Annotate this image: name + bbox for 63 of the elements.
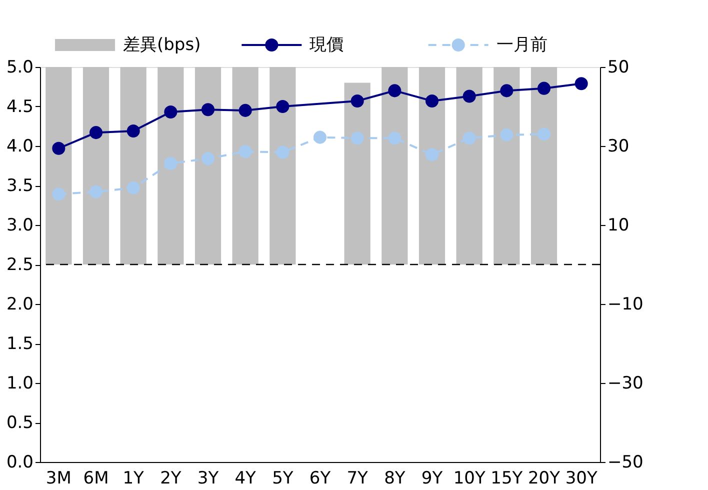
point (425, 94, 439, 108)
point (500, 128, 514, 142)
y2-tick-label: −10 (608, 294, 644, 314)
x-tick-label: 2Y (160, 468, 182, 488)
point (126, 181, 140, 194)
x-tick-label: 6Y (309, 468, 332, 488)
y-tick-label: 0.5 (6, 413, 34, 433)
y2-tick-label: 10 (608, 216, 630, 236)
y-tick-label: 1.5 (6, 334, 34, 354)
point (238, 145, 252, 158)
point (537, 128, 551, 141)
y-tick-label: 5.0 (6, 58, 34, 78)
x-tick-label: 30Y (565, 468, 598, 488)
point (350, 132, 364, 145)
point (313, 130, 327, 144)
y-tick-label: 4.5 (6, 97, 34, 117)
y2-tick-label: −50 (608, 452, 644, 472)
x-tick-label: 1Y (122, 468, 145, 488)
point (164, 156, 178, 170)
point (52, 142, 66, 155)
x-tick-label: 10Y (453, 468, 486, 488)
x-tick-label: 5Y (272, 468, 294, 488)
point (388, 84, 402, 98)
point (425, 148, 439, 162)
x-tick-label: 3M (46, 468, 72, 488)
x-tick-label: 8Y (384, 468, 406, 488)
x-tick-label: 7Y (346, 468, 369, 488)
y2-tick-label: 50 (608, 58, 630, 78)
point (462, 132, 476, 145)
legend-label: 現價 (310, 35, 344, 55)
point (500, 84, 514, 98)
point (276, 146, 290, 159)
y-tick-label: 2.0 (6, 294, 34, 314)
point (276, 100, 290, 114)
legend-label: 差異(bps) (123, 35, 201, 55)
x-tick-label: 9Y (421, 468, 444, 488)
point (126, 124, 140, 138)
y-tick-label: 0.0 (6, 452, 34, 472)
y-tick-label: 2.5 (6, 255, 34, 275)
point (238, 104, 252, 117)
point (388, 132, 402, 145)
y-tick-label: 3.0 (6, 216, 34, 236)
x-tick-label: 15Y (490, 468, 524, 488)
point (89, 185, 103, 198)
y2-tick-label: −30 (608, 374, 644, 394)
legend-label: 一月前 (496, 35, 548, 55)
point (574, 77, 588, 90)
x-tick-label: 20Y (528, 468, 561, 488)
point (462, 90, 476, 103)
point (201, 152, 215, 166)
point (52, 188, 66, 201)
point (164, 106, 178, 119)
x-tick-label: 3Y (197, 468, 220, 488)
point (350, 94, 364, 108)
point (201, 103, 215, 116)
x-tick-label: 4Y (234, 468, 257, 488)
y-tick-label: 4.0 (6, 136, 34, 156)
y-tick-label: 1.0 (6, 374, 34, 394)
y2-tick-label: 30 (608, 136, 630, 156)
point (89, 126, 103, 140)
x-tick-label: 6M (83, 468, 109, 488)
y-tick-label: 3.5 (6, 176, 34, 196)
point (537, 82, 551, 95)
